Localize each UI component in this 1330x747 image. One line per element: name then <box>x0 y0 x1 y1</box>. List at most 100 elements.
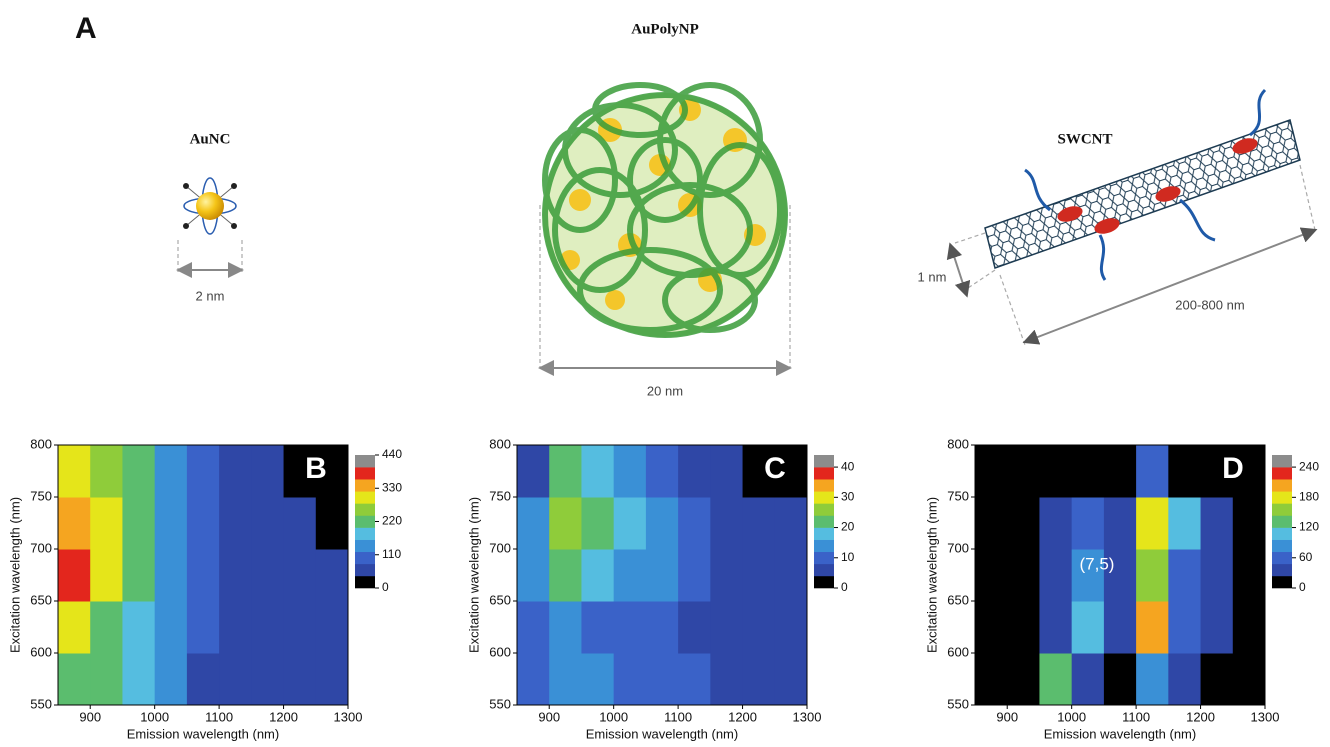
heat-cell <box>316 497 349 550</box>
swcnt-title: SWCNT <box>1057 131 1112 147</box>
heat-cell <box>251 549 284 602</box>
x-tick-label: 900 <box>79 709 101 724</box>
x-axis-title: Emission wavelength (nm) <box>1044 726 1196 741</box>
y-axis-title: Excitation wavelength (nm) <box>7 497 22 653</box>
heat-cell <box>614 549 647 602</box>
colorbar-tick-label: 110 <box>382 547 401 561</box>
heat-cell <box>58 445 91 498</box>
x-tick-label: 1100 <box>205 709 233 724</box>
y-axis-title: Excitation wavelength (nm) <box>466 497 481 653</box>
heat-cell <box>710 497 743 550</box>
heat-cell <box>316 653 349 706</box>
heat-cell <box>549 653 582 706</box>
size-label: 200-800 nm <box>1175 297 1244 312</box>
heat-cell <box>581 653 614 706</box>
colorbar-band <box>814 540 834 552</box>
heat-cell <box>316 601 349 654</box>
dim-guide <box>1000 275 1025 345</box>
heat-cell <box>646 601 679 654</box>
colorbar-band <box>1272 455 1292 467</box>
heat-cell <box>219 653 252 706</box>
heat-cell <box>219 497 252 550</box>
heat-cell <box>122 653 155 706</box>
colorbar-tick-label: 20 <box>841 520 855 534</box>
heat-cell <box>646 653 679 706</box>
y-tick-label: 550 <box>30 696 52 711</box>
panel-label: C <box>764 452 786 485</box>
colorbar-tick-label: 330 <box>382 480 402 494</box>
heat-cell <box>90 445 123 498</box>
heat-cell <box>219 549 252 602</box>
heat-cell <box>1201 601 1234 654</box>
heat-cell <box>187 653 220 706</box>
heat-cell <box>975 497 1008 550</box>
heat-cell <box>1007 549 1040 602</box>
heat-cell <box>1039 601 1072 654</box>
heat-cell <box>1104 445 1137 498</box>
y-tick-label: 800 <box>30 436 52 451</box>
y-tick-label: 650 <box>30 592 52 607</box>
heat-cell <box>975 445 1008 498</box>
colorbar-band <box>355 552 375 564</box>
colorbar-band <box>355 515 375 527</box>
heat-cell <box>187 601 220 654</box>
y-tick-label: 700 <box>947 540 969 555</box>
y-tick-label: 550 <box>489 696 511 711</box>
y-tick-label: 600 <box>30 644 52 659</box>
heat-cell <box>1168 549 1201 602</box>
heat-cell <box>678 497 711 550</box>
annotation: (7,5) <box>1080 554 1115 573</box>
heat-cell <box>678 653 711 706</box>
colorbar-band <box>814 491 834 503</box>
dim-arrow <box>952 250 965 290</box>
heat-cell <box>1136 445 1169 498</box>
heat-cell <box>517 445 550 498</box>
heat-cell <box>1039 445 1072 498</box>
colorbar-band <box>355 503 375 515</box>
heat-cell <box>1168 601 1201 654</box>
x-tick-label: 1000 <box>140 709 169 724</box>
heat-cell <box>155 497 188 550</box>
heat-cell <box>1136 601 1169 654</box>
heat-cell <box>581 601 614 654</box>
colorbar-tick-label: 120 <box>1299 520 1319 534</box>
heat-cell <box>1233 497 1266 550</box>
heat-cell <box>517 549 550 602</box>
heat-cell <box>90 549 123 602</box>
heat-cell <box>1168 653 1201 706</box>
x-tick-label: 900 <box>538 709 560 724</box>
heat-cell <box>975 653 1008 706</box>
heat-cell <box>1201 549 1234 602</box>
heat-cell <box>743 653 776 706</box>
heat-cell <box>219 601 252 654</box>
colorbar-band <box>814 503 834 515</box>
x-tick-label: 1200 <box>269 709 298 724</box>
heat-cell <box>549 549 582 602</box>
heat-cell <box>1039 653 1072 706</box>
x-axis-title: Emission wavelength (nm) <box>127 726 279 741</box>
colorbar-tick-label: 240 <box>1299 459 1319 473</box>
x-tick-label: 1300 <box>334 709 363 724</box>
colorbar-tick-label: 0 <box>1299 580 1306 594</box>
heat-cell <box>1007 497 1040 550</box>
colorbar-band <box>1272 528 1292 540</box>
heat-cell <box>678 549 711 602</box>
heat-cell <box>1039 549 1072 602</box>
swcnt-illustration <box>985 90 1300 280</box>
heat-cell <box>1136 549 1169 602</box>
colorbar-band <box>1272 467 1292 479</box>
heat-cell <box>581 497 614 550</box>
dim-guide <box>955 233 985 243</box>
y-tick-label: 600 <box>489 644 511 659</box>
heat-cell <box>1007 601 1040 654</box>
colorbar-band <box>1272 540 1292 552</box>
colorbar-band <box>1272 491 1292 503</box>
heat-cell <box>58 653 91 706</box>
colorbar-band <box>814 564 834 576</box>
heat-cell <box>122 601 155 654</box>
heat-cell <box>710 445 743 498</box>
size-label: 2 nm <box>196 288 225 303</box>
heat-cell <box>1168 445 1201 498</box>
colorbar-band <box>355 576 375 588</box>
heat-cell <box>1136 497 1169 550</box>
